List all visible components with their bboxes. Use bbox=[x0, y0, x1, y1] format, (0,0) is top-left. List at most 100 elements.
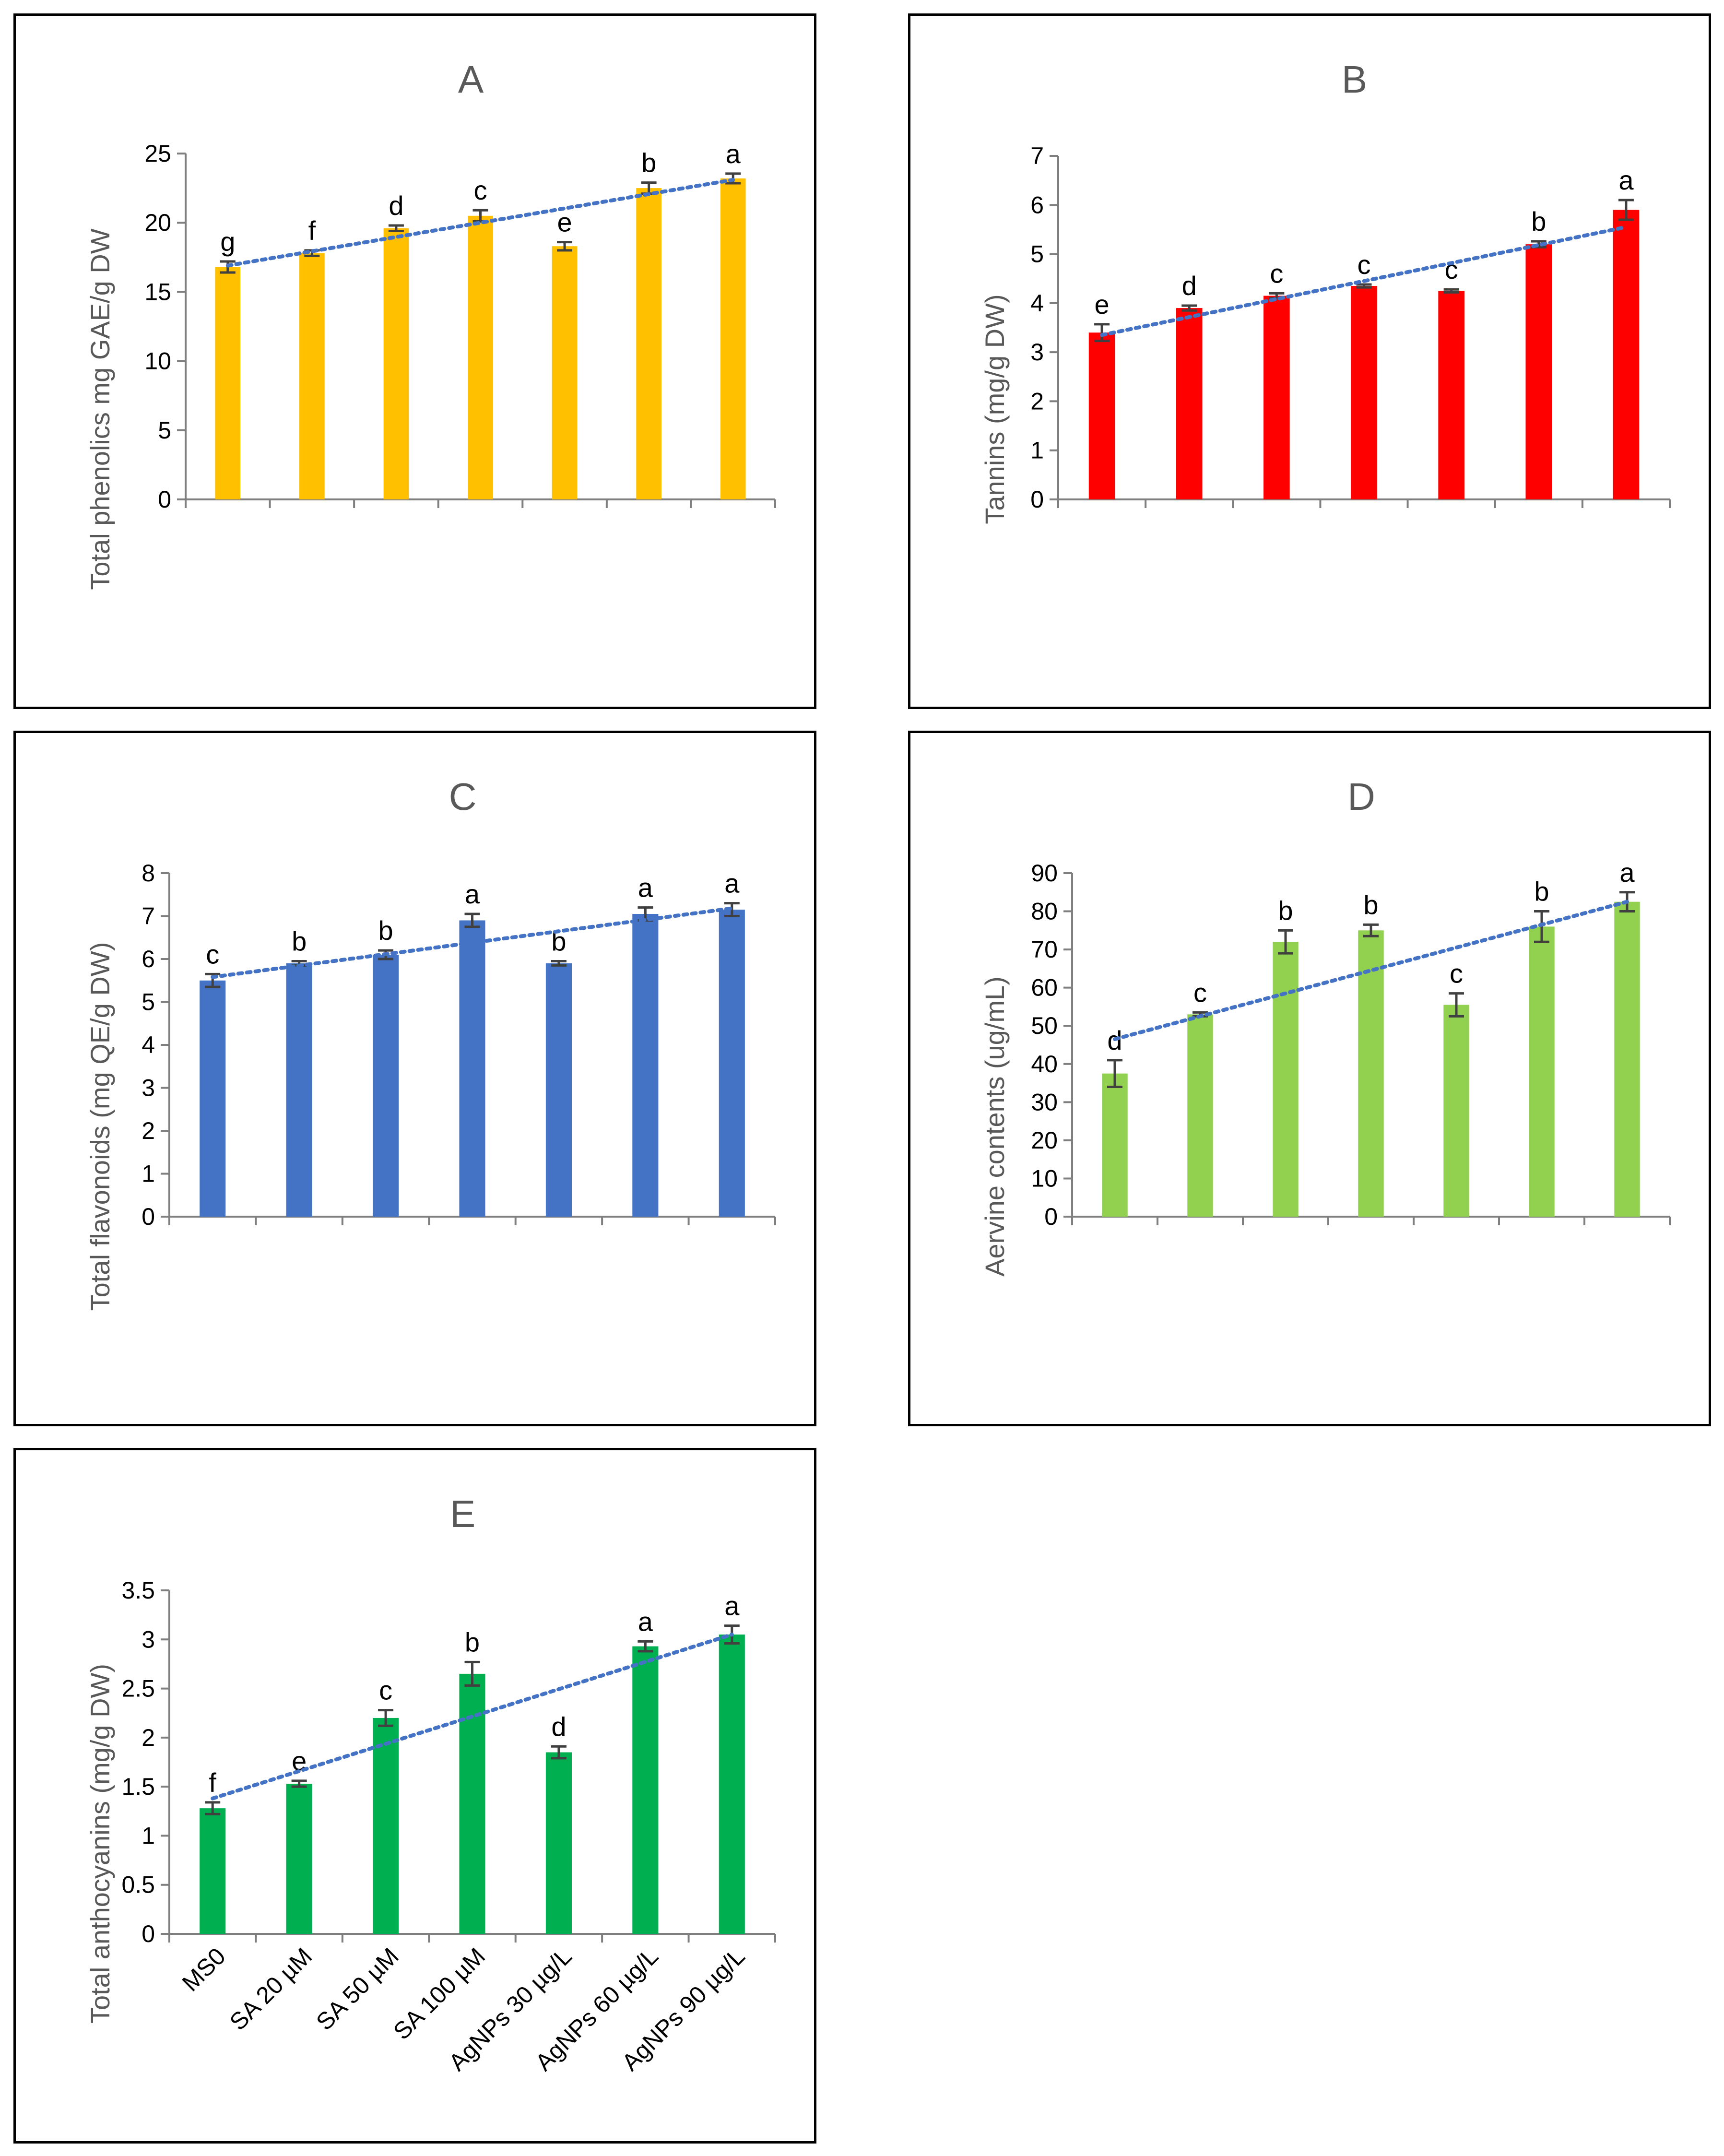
significance-letter: d bbox=[1182, 271, 1197, 301]
y-tick-label: 6 bbox=[1030, 191, 1044, 218]
significance-letter: b bbox=[1531, 206, 1546, 237]
y-tick-label: 30 bbox=[1031, 1089, 1058, 1115]
bar bbox=[459, 920, 485, 1217]
y-tick-label: 20 bbox=[144, 209, 171, 236]
significance-letter: f bbox=[209, 1767, 216, 1798]
y-tick-label: 6 bbox=[142, 946, 155, 972]
significance-letter: b bbox=[1278, 895, 1293, 925]
bar bbox=[1263, 296, 1290, 499]
chart-title: E bbox=[450, 1493, 475, 1535]
bar bbox=[1273, 942, 1299, 1217]
bar bbox=[719, 910, 745, 1217]
chart-title: A bbox=[458, 58, 484, 101]
x-tick-label: SA 50 µM bbox=[311, 1943, 404, 2036]
chart-a: A 0 5 10 15 20 25 Total phenolics mg GAE/g DW g f… bbox=[85, 58, 776, 590]
bar bbox=[286, 1784, 312, 1934]
y-tick-label: 3 bbox=[1030, 339, 1044, 366]
significance-letter: a bbox=[724, 868, 740, 899]
bar bbox=[632, 1646, 659, 1934]
bar bbox=[373, 955, 399, 1217]
significance-letter: b bbox=[465, 1627, 480, 1657]
bar bbox=[545, 1752, 572, 1934]
chart-title: D bbox=[1347, 775, 1375, 818]
bar bbox=[1088, 332, 1115, 499]
significance-letter: c bbox=[1450, 959, 1463, 989]
significance-letter: f bbox=[308, 215, 316, 246]
bar bbox=[286, 963, 312, 1217]
y-tick-label: 0 bbox=[1030, 486, 1044, 513]
significance-letter: b bbox=[1363, 889, 1378, 920]
y-tick-label: 5 bbox=[1030, 241, 1044, 268]
y-tick-label: 3.5 bbox=[121, 1577, 155, 1604]
significance-letter: c bbox=[379, 1675, 392, 1706]
y-tick-label: 1.5 bbox=[121, 1773, 155, 1800]
y-tick-label: 0 bbox=[142, 1920, 155, 1947]
significance-letter: b bbox=[1534, 877, 1549, 907]
y-tick-label: 90 bbox=[1031, 860, 1058, 887]
bar bbox=[1176, 308, 1203, 499]
trend-line bbox=[211, 906, 734, 979]
bar bbox=[1187, 1014, 1213, 1217]
significance-letter: c bbox=[1358, 249, 1371, 280]
significance-letter: a bbox=[726, 139, 741, 169]
y-tick-label: 60 bbox=[1031, 974, 1058, 1001]
panel-c: C 0 1 2 3 4 5 6 7 8 Total flavonoids (mg QE/g DW) c… bbox=[13, 731, 816, 1426]
y-axis-label: Aervine contents (ug/mL) bbox=[980, 976, 1010, 1277]
y-tick-label: 7 bbox=[142, 903, 155, 930]
chart-d: D 0 10 20 30 40 50 60 70 80 90 Aervine contents (ug… bbox=[980, 775, 1671, 1277]
y-tick-label: 5 bbox=[142, 989, 155, 1016]
y-tick-label: 5 bbox=[158, 417, 171, 444]
significance-letter: a bbox=[465, 879, 480, 909]
panel-d: D 0 10 20 30 40 50 60 70 80 90 Aervine contents (ug… bbox=[908, 731, 1711, 1426]
y-tick-label: 2 bbox=[142, 1724, 155, 1751]
trend-line bbox=[1113, 900, 1629, 1042]
bar bbox=[373, 1718, 399, 1934]
y-tick-label: 8 bbox=[142, 860, 155, 887]
bar bbox=[1102, 1073, 1128, 1217]
y-axis-label: Total phenolics mg GAE/g DW bbox=[85, 228, 115, 590]
bar bbox=[299, 253, 325, 499]
bar bbox=[1529, 926, 1555, 1217]
trend-line bbox=[225, 178, 735, 268]
y-tick-label: 2 bbox=[1030, 388, 1044, 415]
y-tick-label: 20 bbox=[1031, 1127, 1058, 1154]
panel-a: A 0 5 10 15 20 25 Total phenolics mg GAE/g DW g f… bbox=[13, 13, 816, 709]
significance-letter: c bbox=[1193, 977, 1207, 1007]
significance-letter: a bbox=[638, 1606, 653, 1636]
y-tick-label: 70 bbox=[1031, 936, 1058, 963]
y-tick-label: 40 bbox=[1031, 1051, 1058, 1078]
significance-letter: b bbox=[292, 926, 307, 956]
y-tick-label: 0 bbox=[1044, 1203, 1058, 1230]
y-tick-label: 15 bbox=[144, 278, 171, 305]
significance-letter: d bbox=[551, 1711, 566, 1741]
bar bbox=[1438, 291, 1464, 499]
y-axis-label: Tannins (mg/g DW) bbox=[980, 294, 1010, 524]
chart-title: C bbox=[449, 775, 477, 818]
bar bbox=[552, 246, 578, 499]
y-axis-label: Total flavonoids (mg QE/g DW) bbox=[85, 942, 115, 1311]
trend-line bbox=[211, 1633, 734, 1801]
significance-letter: a bbox=[724, 1591, 740, 1621]
bar bbox=[200, 980, 226, 1217]
y-tick-label: 10 bbox=[1031, 1165, 1058, 1192]
y-tick-label: 25 bbox=[144, 140, 171, 167]
y-tick-label: 4 bbox=[142, 1031, 155, 1058]
significance-letter: g bbox=[220, 226, 235, 257]
bar bbox=[459, 1673, 485, 1934]
significance-letter: a bbox=[638, 873, 653, 903]
y-tick-label: 3 bbox=[142, 1626, 155, 1653]
y-tick-label: 0.5 bbox=[121, 1872, 155, 1898]
bar bbox=[636, 188, 661, 500]
significance-letter: a bbox=[1618, 165, 1634, 195]
chart-e: E 0 0.5 1 1.5 2 2.5 3 3.5 Total anthocyanins (mg/… bbox=[85, 1493, 776, 2076]
y-tick-label: 7 bbox=[1030, 142, 1044, 169]
bar bbox=[545, 963, 572, 1217]
y-tick-label: 4 bbox=[1030, 290, 1044, 317]
x-tick-label: SA 20 µM bbox=[224, 1943, 318, 2036]
bar bbox=[632, 914, 659, 1217]
y-tick-label: 10 bbox=[144, 348, 171, 375]
y-axis-label: Total anthocyanins (mg/g DW) bbox=[85, 1664, 115, 2024]
significance-letter: c bbox=[1270, 258, 1283, 288]
significance-letter: c bbox=[474, 175, 487, 205]
significance-letter: d bbox=[389, 190, 403, 221]
